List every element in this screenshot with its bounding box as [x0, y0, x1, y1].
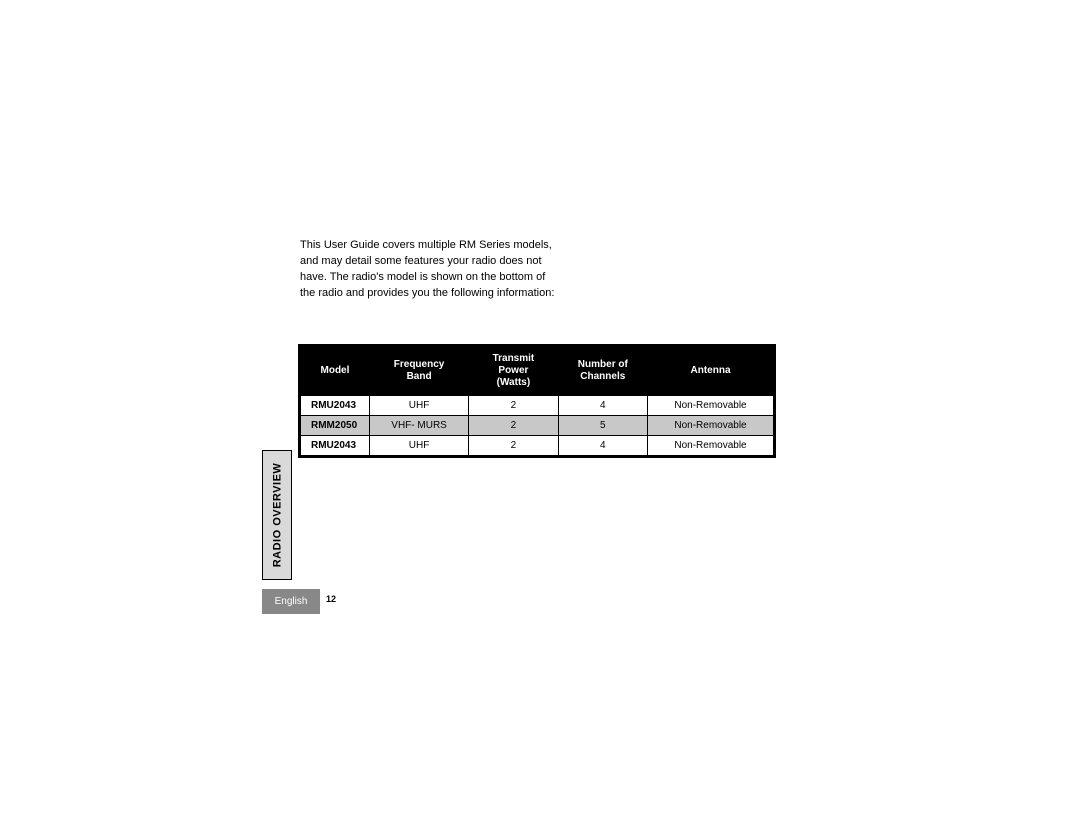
language-indicator: English — [262, 589, 320, 614]
section-tab-label: RADIO OVERVIEW — [271, 463, 283, 568]
section-tab: RADIO OVERVIEW — [262, 450, 292, 580]
table-cell: RMU2043 — [300, 396, 370, 416]
table-cell: 2 — [469, 416, 558, 436]
table-column-header: TransmitPower(Watts) — [469, 346, 558, 396]
spec-table: ModelFrequencyBandTransmitPower(Watts)Nu… — [298, 344, 776, 458]
table-cell: 2 — [469, 396, 558, 416]
table-cell: Non-Removable — [648, 396, 775, 416]
language-label: English — [275, 596, 308, 607]
table-cell: UHF — [369, 436, 468, 457]
table-cell: 4 — [558, 436, 647, 457]
table-cell: 2 — [469, 436, 558, 457]
table-row: RMU2043UHF24Non-Removable — [300, 396, 775, 416]
table-column-header: Number ofChannels — [558, 346, 647, 396]
table-row: RMU2043UHF24Non-Removable — [300, 436, 775, 457]
page-number: 12 — [326, 594, 336, 604]
table-cell: 4 — [558, 396, 647, 416]
table-header: ModelFrequencyBandTransmitPower(Watts)Nu… — [300, 346, 775, 396]
table-column-header: Antenna — [648, 346, 775, 396]
table-row: RMM2050VHF- MURS25Non-Removable — [300, 416, 775, 436]
table-cell: UHF — [369, 396, 468, 416]
table-cell: VHF- MURS — [369, 416, 468, 436]
table-cell: Non-Removable — [648, 436, 775, 457]
table-body: RMU2043UHF24Non-RemovableRMM2050VHF- MUR… — [300, 396, 775, 457]
table-cell: Non-Removable — [648, 416, 775, 436]
intro-paragraph: This User Guide covers multiple RM Serie… — [300, 238, 560, 302]
table-cell: RMM2050 — [300, 416, 370, 436]
table-cell: 5 — [558, 416, 647, 436]
page-content: This User Guide covers multiple RM Serie… — [260, 238, 780, 332]
table-column-header: FrequencyBand — [369, 346, 468, 396]
table-column-header: Model — [300, 346, 370, 396]
table-cell: RMU2043 — [300, 436, 370, 457]
